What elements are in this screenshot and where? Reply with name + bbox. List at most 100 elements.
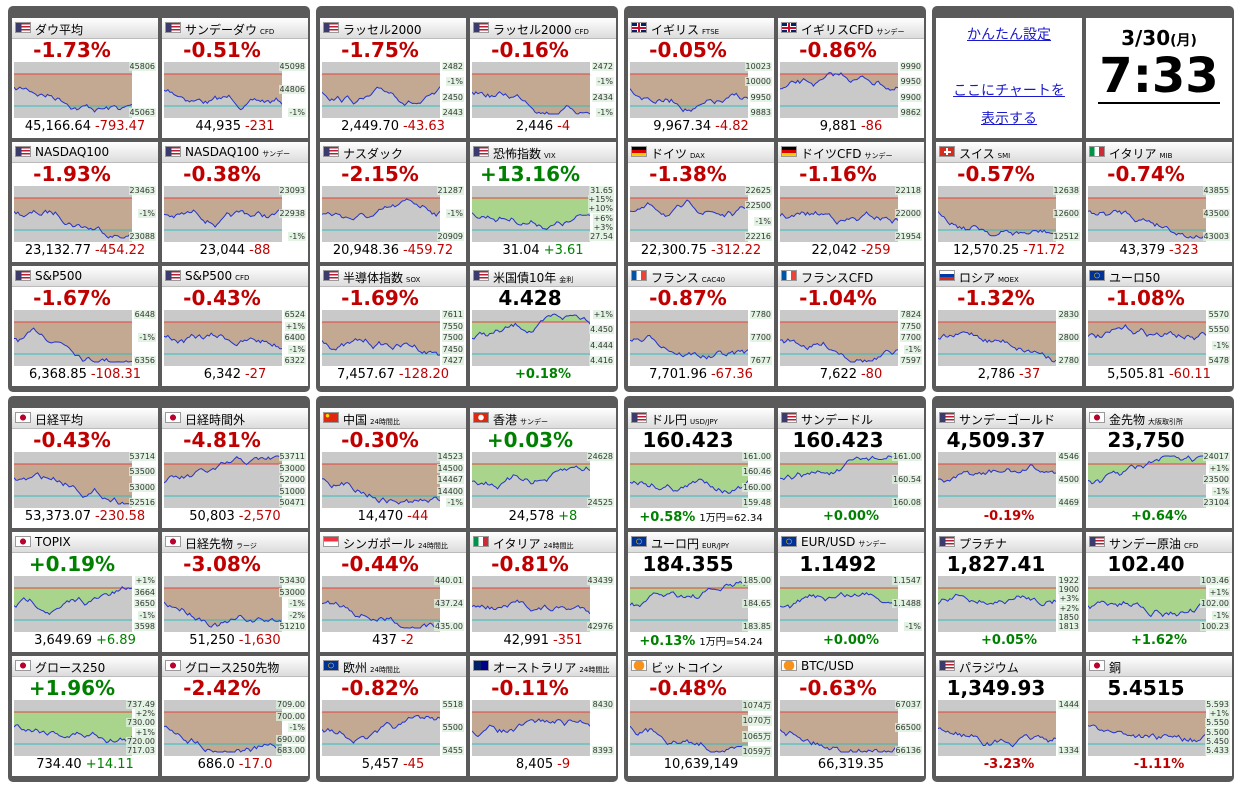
flag-icon [15,536,31,547]
axis-label: 12600 [1052,209,1080,218]
flag-icon [473,536,489,547]
tile-name: 金先物 大阪取引所 [1109,411,1183,428]
footer-value: 1万円=62.34 [699,513,763,524]
chart-link[interactable]: 表示する [981,111,1037,127]
sparkline [780,700,898,756]
flag-icon [165,146,181,157]
tile-name: EUR/USD サンデー [801,535,886,549]
headline: -0.44% [341,552,419,576]
tile-footer: -1.11% [1086,757,1232,772]
name-text: 恐怖指数 [493,147,542,161]
tile-footer: 22,042 -259 [778,243,924,258]
name-tag: VIX [544,152,556,160]
sparkline [938,700,1056,756]
tile-footer: 686.0 -17.0 [162,757,308,772]
tile-name: NASDAQ100 [35,145,109,159]
flag-icon [473,660,489,671]
market-tile: ビットコイン -0.48% 1074万 1070万 1065万 1059万 10,639,1… [628,656,774,776]
headline: -0.38% [183,162,261,186]
market-tile: プラチナ 1,827.41 1922 1900 +3% +2% 1850 1813 +0.05% [936,532,1082,652]
market-tile: フランス CAC40 -0.87% 7780 7700 7677 7,701.96 -67.3… [628,266,774,386]
footer-value: -4.82 [715,119,749,134]
chart-bg [322,700,440,756]
area [164,322,282,349]
footer-value: 8,405 [515,757,554,772]
axis-label: 52516 [128,498,156,507]
chart-bg [14,576,132,632]
axis-label: 5.500 [1205,727,1230,737]
sparkline [780,186,898,242]
axis-label: 8430 [591,700,614,709]
tile-header: ラッセル2000 CFD [470,18,616,39]
chart-bg [14,186,132,242]
market-tile: スイス SMI -0.57% 12638 12600 12512 12,570.25 -71.… [936,142,1082,262]
footer-value: 50,803 [189,509,235,524]
settings-link[interactable]: かんたん設定 [967,27,1051,43]
tile-name: シンガポール 24時間比 [343,535,448,552]
sparkline [164,62,282,118]
market-tile: 銅 5.4515 5.593 +1% 5.550 5.500 5.450 5.433 -1.11… [1086,656,1232,776]
footer-value: -43.63 [402,119,445,134]
name-text: イギリスCFD [801,23,874,37]
chart-bg [14,452,132,508]
tile-footer: 9,967.34 -4.82 [628,119,774,134]
footer-value: -44 [407,509,429,524]
sparkline [938,452,1056,508]
axis-label: +3% [592,222,614,232]
sparkline [164,452,282,508]
flag-icon [781,270,797,281]
axis-label: 9862 [899,108,922,117]
market-tile: パラジウム 1,349.93 1444 1334 -3.23% [936,656,1082,776]
footer-value: -45 [402,757,425,772]
axis-label: 22118 [894,186,922,195]
axis-label: 1.1488 [892,599,922,608]
axis-label: -2% [288,610,306,620]
axis-label: 1.1547 [892,576,922,585]
market-tile: 日経先物 ラージ -3.08% 53430 53000 -1% -2% 51210 51,250… [162,532,308,652]
axis-label: +1% [1208,709,1230,719]
name-text: S&P500 [185,269,233,283]
area [472,198,590,230]
area [1088,712,1206,742]
area [1088,588,1206,617]
sparkline [630,700,748,756]
axis-label: 7500 [441,333,464,342]
chart-link[interactable]: ここにチャートを [953,83,1065,99]
axis-label: 12512 [1052,232,1080,241]
axis-label: 102.00 [1200,599,1230,608]
flag-icon [165,536,181,547]
tile-name: 中国 24時間比 [343,411,400,428]
footer-value: -80 [860,367,883,382]
axis-label: 7700 [749,333,772,342]
footer-value: -3.23% [983,757,1035,772]
axis-label: 14523 [436,452,464,461]
axis-label: 3650 [133,599,156,608]
headline: -1.75% [341,38,419,62]
area [164,456,282,483]
axis-label: 161.00 [892,452,922,461]
footer-value: +0.00% [823,509,879,524]
footer-value: 43,379 [1119,243,1165,258]
tile-footer: 6,368.85 -108.31 [12,367,158,382]
name-text: グロース250先物 [185,661,280,675]
tile-footer: +0.00% [778,509,924,524]
axis-label: 160.00 [742,482,772,492]
axis-label: 66136 [894,746,922,755]
axis-label: +1% [1208,587,1230,597]
headline: -0.30% [341,428,419,452]
axis-label: 23463 [128,186,156,195]
tile-name: 香港 サンデー [493,411,548,428]
tile-footer: 12,570.25 -71.72 [936,243,1082,258]
chart-bg [630,186,748,242]
name-text: BTC/USD [801,659,854,673]
footer-value: -9 [557,757,571,772]
tile-name: ロシア MOEX [959,269,1019,286]
footer-value: 437 [372,633,397,648]
area [472,74,590,114]
sparkline [472,700,590,756]
tile-header: TOPIX [12,532,158,553]
flag-icon [781,146,797,157]
name-text: ラッセル2000 [343,23,422,37]
footer-value: +6.89 [96,633,136,648]
price-line [938,331,1056,363]
